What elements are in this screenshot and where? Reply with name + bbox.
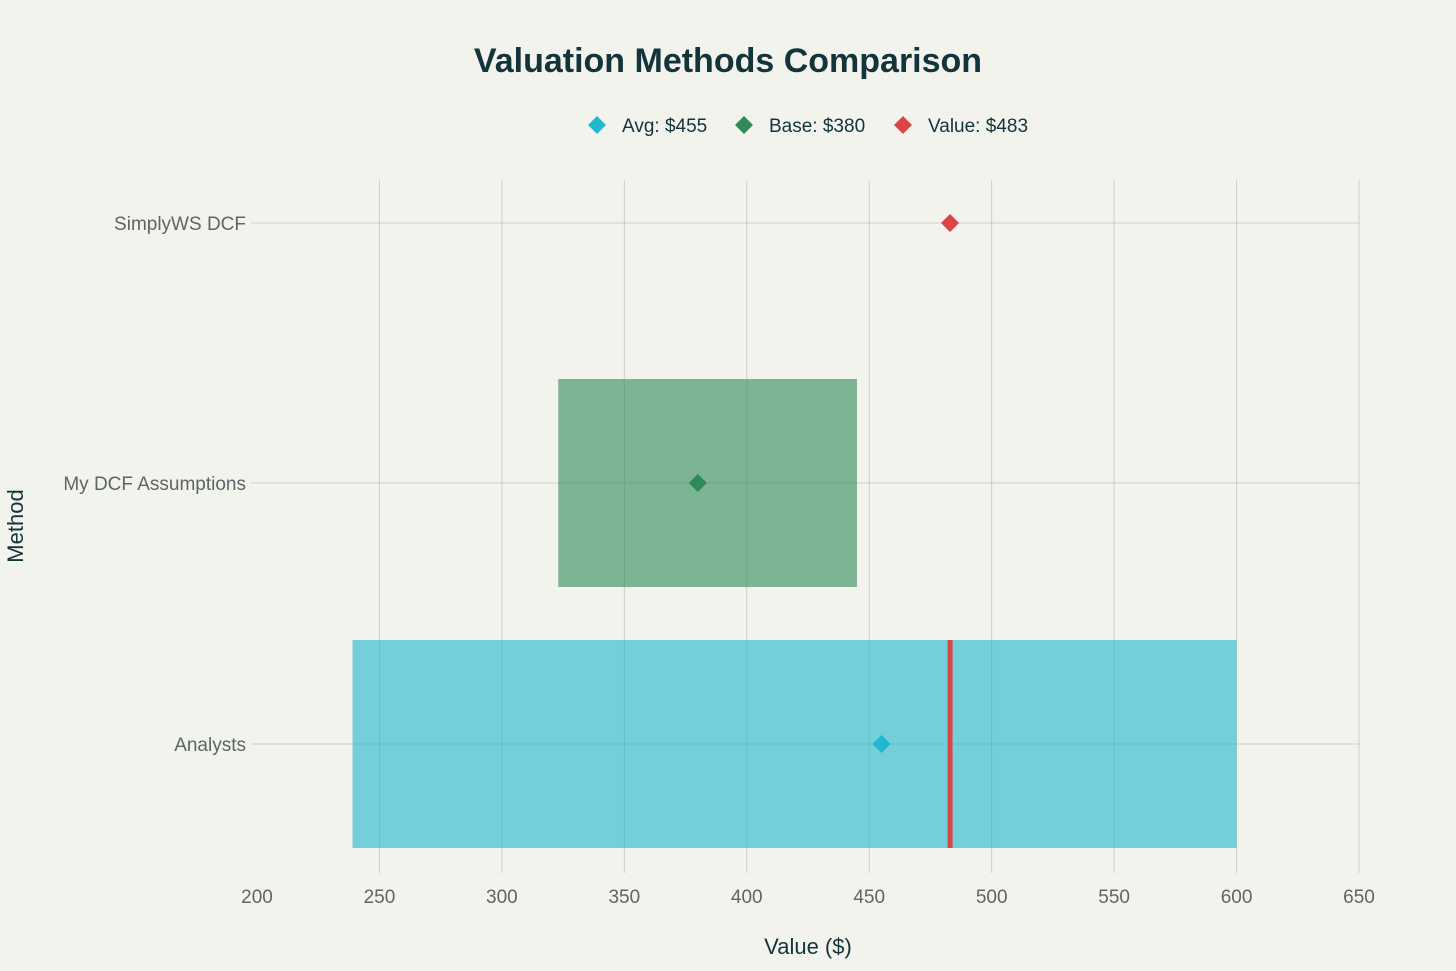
- legend-diamond-icon: [894, 116, 912, 134]
- chart-title: Valuation Methods Comparison: [474, 42, 982, 80]
- legend-label: Avg: $455: [622, 116, 707, 137]
- x-tick-label: 400: [731, 887, 763, 908]
- x-tick-label: 450: [853, 887, 885, 908]
- legend-diamond-icon: [735, 116, 753, 134]
- legend-label: Value: $483: [928, 116, 1028, 137]
- legend-diamond-icon: [588, 116, 606, 134]
- x-tick-label: 600: [1221, 887, 1253, 908]
- range-bar-my-dcf-assumptions: [558, 379, 857, 587]
- x-axis-title: Value ($): [764, 934, 852, 959]
- x-tick-label: 550: [1098, 887, 1130, 908]
- y-category-label: SimplyWS DCF: [114, 214, 246, 235]
- legend-item[interactable]: Base: $380: [735, 116, 865, 137]
- x-tick-label: 350: [608, 887, 640, 908]
- range-bars: [352, 379, 1237, 848]
- x-tick-label: 300: [486, 887, 518, 908]
- legend-item[interactable]: Value: $483: [894, 116, 1028, 137]
- x-axis-ticks: 200 250 300 350 400 450 500 550 600 650: [241, 887, 1375, 908]
- y-category-label: My DCF Assumptions: [63, 474, 246, 495]
- legend: Avg: $455 Base: $380 Value: $483: [588, 116, 1028, 137]
- y-axis-categories: Analysts My DCF Assumptions SimplyWS DCF: [63, 214, 246, 756]
- legend-item[interactable]: Avg: $455: [588, 116, 707, 137]
- x-tick-label: 250: [364, 887, 396, 908]
- x-tick-label: 650: [1343, 887, 1375, 908]
- marker-simplyws-dcf: [941, 214, 960, 232]
- marker-my-dcf-assumptions: [688, 474, 707, 492]
- marker-analysts: [872, 735, 891, 753]
- x-tick-label: 200: [241, 887, 273, 908]
- y-axis-title: Method: [3, 489, 28, 562]
- x-tick-label: 500: [976, 887, 1008, 908]
- legend-label: Base: $380: [769, 116, 865, 137]
- markers: [688, 214, 960, 753]
- range-bar-analysts: [352, 640, 1237, 848]
- y-category-label: Analysts: [174, 735, 246, 756]
